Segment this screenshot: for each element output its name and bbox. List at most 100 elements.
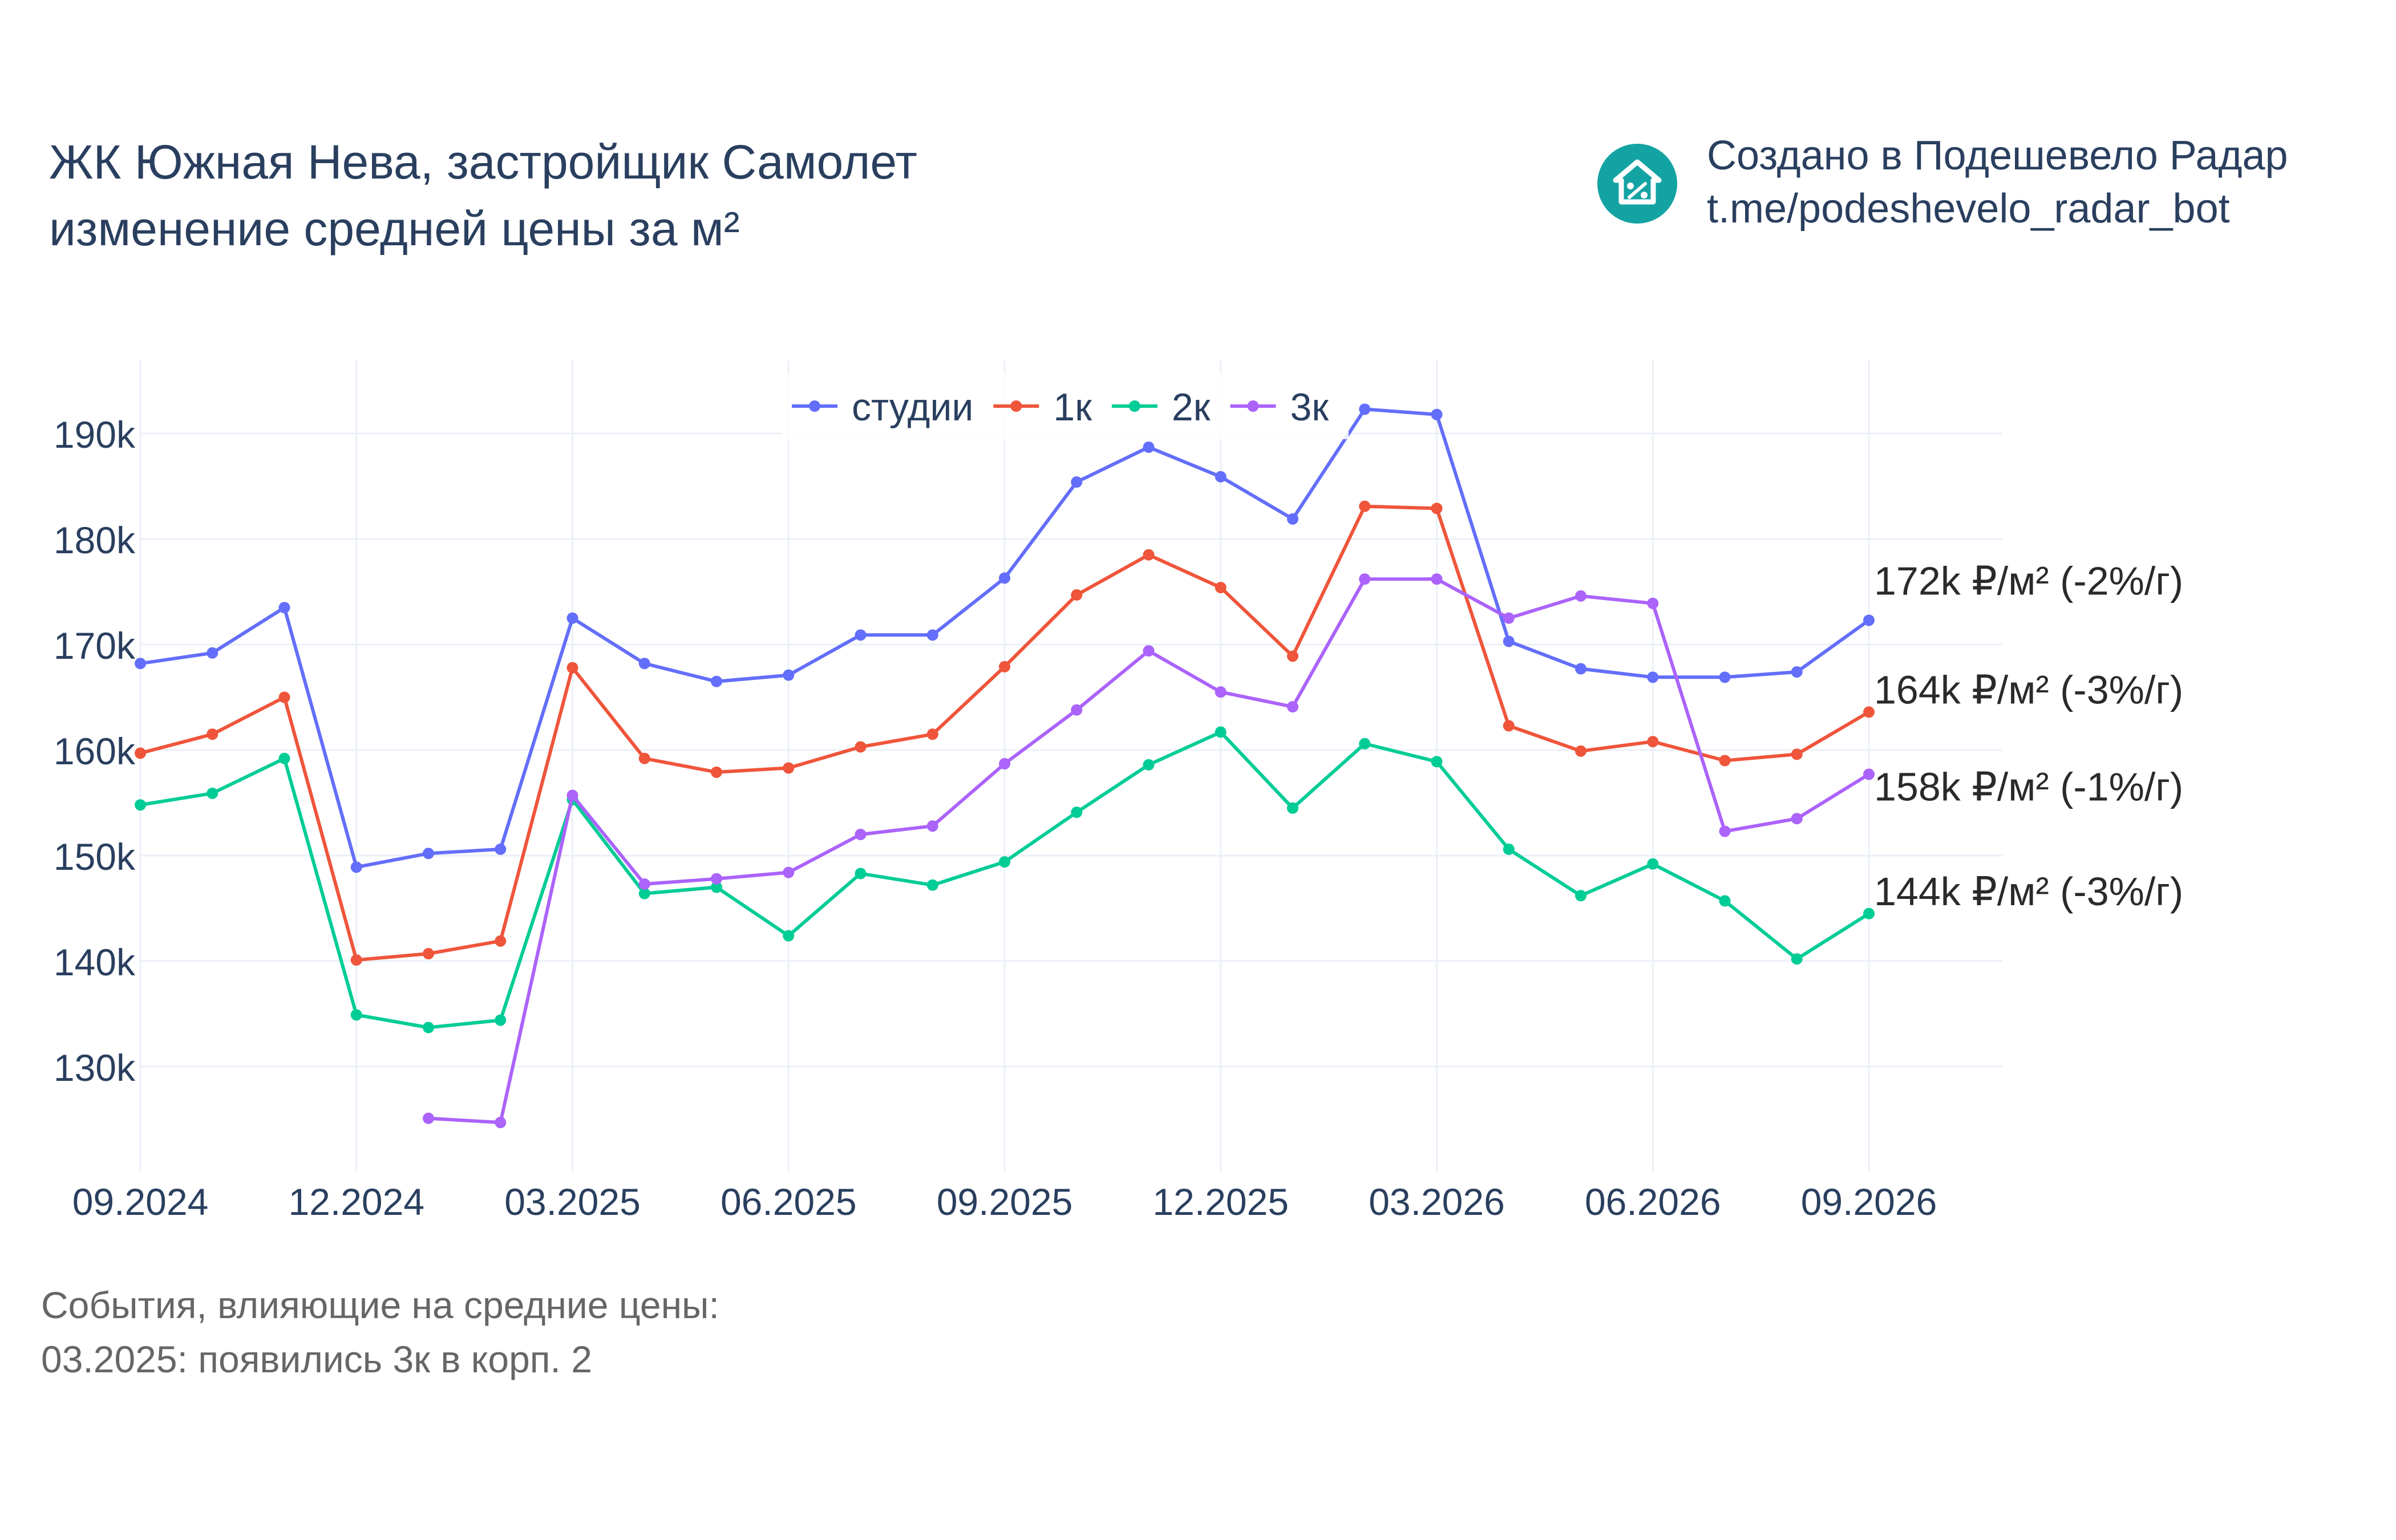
data-point bbox=[1719, 671, 1731, 683]
data-point bbox=[855, 868, 867, 880]
series-1 bbox=[135, 403, 1875, 873]
x-axis: 09.2024 12.2024 03.2025 06.2025 09.2025 12.20… bbox=[72, 1181, 1937, 1223]
legend-item[interactable]: 1к bbox=[993, 386, 1092, 429]
data-point bbox=[638, 878, 650, 890]
data-point bbox=[1071, 476, 1083, 488]
data-point bbox=[278, 691, 290, 703]
y-axis: 130k 140k 150k 160k 170k 180k 190k bbox=[54, 414, 136, 1089]
data-point bbox=[638, 887, 650, 899]
data-point bbox=[855, 829, 867, 840]
series-end-label: 172k ₽/м² (-2%/г) bbox=[1874, 558, 2183, 603]
legend[interactable]: студии 1к 2к 3к bbox=[782, 374, 1349, 439]
data-point bbox=[711, 766, 722, 778]
data-point bbox=[1215, 471, 1227, 483]
data-point bbox=[1215, 686, 1227, 698]
legend-label: студии bbox=[852, 386, 973, 429]
x-tick-label: 06.2025 bbox=[721, 1181, 857, 1223]
legend-item[interactable]: 2к bbox=[1111, 386, 1211, 429]
data-point bbox=[1071, 704, 1083, 716]
data-point bbox=[1719, 895, 1731, 907]
x-tick-label: 09.2025 bbox=[937, 1181, 1073, 1223]
legend-label: 2к bbox=[1172, 386, 1211, 429]
data-point bbox=[350, 954, 362, 966]
x-tick-label: 03.2026 bbox=[1369, 1181, 1505, 1223]
y-tick-label: 160k bbox=[54, 730, 136, 772]
data-point bbox=[566, 612, 578, 624]
data-point bbox=[1575, 890, 1586, 902]
data-point bbox=[495, 1117, 507, 1129]
credit-link[interactable]: t.me/podeshevelo_radar_bot bbox=[1707, 186, 2230, 232]
data-point bbox=[566, 662, 578, 674]
data-point bbox=[1431, 408, 1443, 420]
data-point bbox=[638, 658, 650, 670]
data-point bbox=[207, 728, 218, 740]
data-point bbox=[1287, 513, 1298, 525]
data-point bbox=[1863, 768, 1875, 780]
data-point bbox=[1863, 706, 1875, 718]
data-point bbox=[566, 789, 578, 801]
data-point bbox=[783, 930, 795, 942]
y-tick-label: 180k bbox=[54, 519, 136, 561]
data-point bbox=[1791, 748, 1803, 760]
x-tick-label: 09.2026 bbox=[1801, 1181, 1937, 1223]
data-point bbox=[423, 948, 434, 960]
data-point bbox=[1647, 858, 1659, 870]
data-point bbox=[278, 752, 290, 764]
data-point bbox=[855, 629, 867, 641]
data-point bbox=[926, 728, 938, 740]
data-point bbox=[855, 741, 867, 753]
data-point bbox=[1863, 907, 1875, 919]
data-point bbox=[1791, 666, 1803, 678]
data-point bbox=[1359, 403, 1371, 415]
x-tick-label: 12.2024 bbox=[288, 1181, 424, 1223]
data-point bbox=[423, 1112, 434, 1124]
series-end-label: 164k ₽/м² (-3%/г) bbox=[1874, 667, 2183, 712]
data-point bbox=[783, 669, 795, 681]
x-tick-label: 09.2024 bbox=[72, 1181, 209, 1223]
data-point bbox=[1359, 573, 1371, 585]
x-tick-label: 06.2026 bbox=[1585, 1181, 1721, 1223]
data-point bbox=[1503, 635, 1515, 647]
series-2 bbox=[135, 500, 1875, 966]
data-point bbox=[783, 866, 795, 878]
legend-swatch-marker bbox=[1128, 400, 1140, 412]
data-point bbox=[207, 787, 218, 799]
data-point bbox=[1791, 813, 1803, 825]
data-point bbox=[1863, 614, 1875, 626]
data-point bbox=[495, 935, 507, 947]
data-point bbox=[1215, 726, 1227, 738]
data-point bbox=[926, 820, 938, 832]
data-point bbox=[1143, 759, 1155, 771]
data-point bbox=[1143, 549, 1155, 561]
data-point bbox=[638, 752, 650, 764]
data-point bbox=[1287, 701, 1298, 713]
legend-item[interactable]: студии bbox=[792, 386, 973, 429]
data-point bbox=[999, 660, 1010, 672]
data-point bbox=[999, 758, 1010, 770]
event-item: 03.2025: появились 3к в корп. 2 bbox=[41, 1338, 592, 1380]
data-point bbox=[207, 647, 218, 659]
data-point bbox=[1791, 953, 1803, 965]
series-end-label: 144k ₽/м² (-3%/г) bbox=[1874, 869, 2183, 914]
legend-item[interactable]: 3к bbox=[1230, 386, 1329, 429]
series-end-label: 158k ₽/м² (-1%/г) bbox=[1874, 764, 2183, 809]
data-point bbox=[1503, 843, 1515, 855]
x-tick-label: 12.2025 bbox=[1152, 1181, 1289, 1223]
data-point bbox=[1719, 825, 1731, 837]
data-point bbox=[135, 747, 146, 759]
credit-name: Создано в Подешевело Радар bbox=[1707, 133, 2288, 179]
data-point bbox=[999, 856, 1010, 868]
house-percent-icon bbox=[1597, 144, 1677, 224]
data-point bbox=[423, 848, 434, 860]
y-tick-label: 190k bbox=[54, 414, 136, 456]
data-point bbox=[1719, 755, 1731, 767]
y-tick-label: 140k bbox=[54, 941, 136, 983]
data-point bbox=[495, 843, 507, 855]
data-point bbox=[1287, 802, 1298, 814]
data-point bbox=[711, 675, 722, 687]
data-point bbox=[1287, 650, 1298, 662]
data-point bbox=[1503, 612, 1515, 624]
data-point bbox=[1215, 582, 1227, 594]
data-point bbox=[1647, 671, 1659, 683]
y-tick-label: 130k bbox=[54, 1047, 136, 1089]
